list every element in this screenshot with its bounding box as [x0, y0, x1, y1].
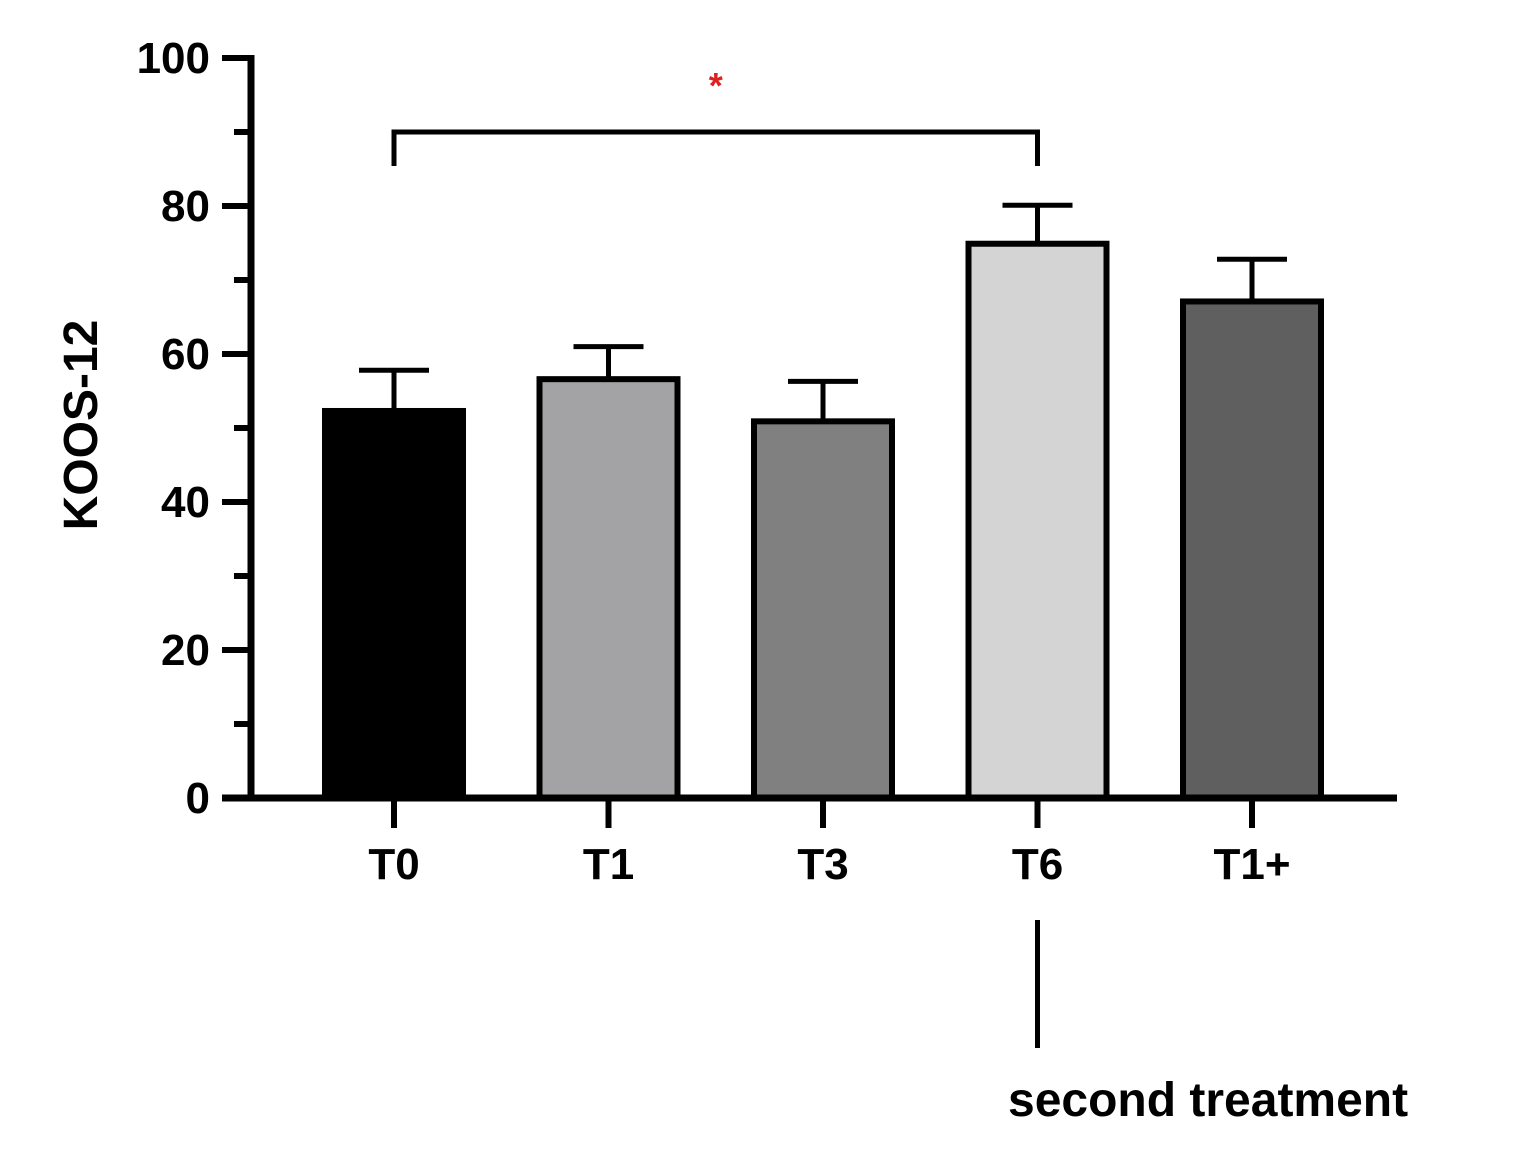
significance-group: * [391, 65, 1040, 166]
x-tick-label: T1 [583, 840, 634, 889]
x-axis: T0 T1 T3 T6 T1+ [222, 794, 1397, 889]
y-axis-title: KOOS-12 [55, 320, 108, 531]
y-tick-label: 100 [137, 34, 210, 83]
bar-t1-plus [1180, 298, 1324, 801]
y-tick-label: 80 [161, 182, 210, 231]
significance-star: * [709, 65, 723, 106]
bar-t6 [965, 240, 1110, 802]
bar-t1 [536, 376, 681, 801]
significance-bracket [391, 129, 1040, 166]
y-tick-label: 40 [161, 478, 210, 527]
x-tick-label: T1+ [1213, 840, 1290, 889]
y-tick-label: 60 [161, 330, 210, 379]
annotation-label: second treatment [1008, 1074, 1408, 1127]
x-tick-label: T6 [1012, 840, 1063, 889]
y-tick-label: 20 [161, 626, 210, 675]
y-axis: 0 20 40 60 80 100 [137, 34, 255, 823]
annotations-group: second treatment [1008, 920, 1408, 1127]
bar-t0 [322, 407, 466, 801]
bars-group [322, 202, 1324, 802]
bar-t3 [751, 418, 895, 801]
y-tick-label: 0 [186, 774, 210, 823]
x-tick-label: T3 [797, 840, 848, 889]
x-tick-label: T0 [368, 840, 419, 889]
